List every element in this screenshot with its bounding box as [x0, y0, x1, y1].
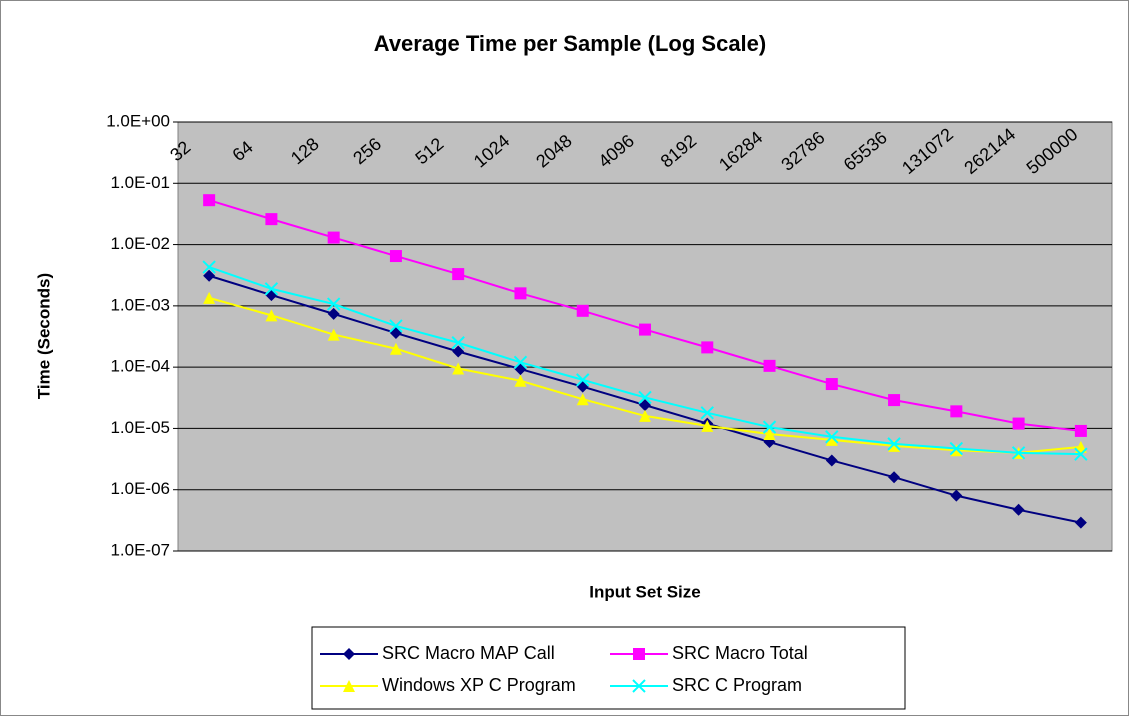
y-tick-label: 1.0E-04 [110, 357, 170, 376]
marker [701, 341, 714, 354]
y-tick-label: 1.0E-02 [110, 234, 170, 253]
marker [343, 680, 355, 692]
marker [1011, 446, 1026, 460]
marker [762, 420, 777, 434]
legend-box [311, 626, 906, 710]
marker [638, 390, 652, 405]
marker [633, 648, 645, 660]
marker [203, 291, 216, 304]
marker [639, 323, 651, 336]
marker [514, 287, 527, 300]
marker [888, 471, 901, 484]
marker [825, 433, 838, 446]
marker [389, 342, 402, 355]
marker [451, 336, 465, 350]
marker [825, 378, 838, 391]
y-tick-label: 1.0E-03 [110, 295, 170, 314]
marker [888, 439, 901, 452]
y-tick-label: 1.0E-06 [110, 479, 170, 498]
marker [327, 307, 340, 320]
marker [452, 268, 465, 281]
marker [389, 319, 403, 333]
marker [763, 359, 776, 372]
marker [265, 213, 278, 226]
y-tick-label: 1.0E-05 [110, 418, 170, 437]
marker [452, 362, 465, 375]
marker [700, 406, 714, 420]
marker [949, 441, 964, 456]
marker [203, 194, 216, 207]
marker [701, 419, 714, 432]
marker [887, 437, 901, 451]
marker [1074, 447, 1088, 461]
marker [513, 355, 528, 369]
marker [389, 250, 402, 263]
marker [950, 489, 963, 502]
marker [1012, 417, 1025, 430]
marker [576, 393, 589, 406]
marker [576, 373, 590, 387]
plot-area [177, 121, 1113, 552]
marker [514, 374, 527, 387]
marker [763, 428, 776, 441]
marker [632, 679, 646, 693]
x-axis-title: Input Set Size [589, 582, 700, 601]
marker [950, 444, 963, 457]
marker [1074, 516, 1087, 529]
y-tick-label: 1.0E-01 [110, 173, 170, 192]
legend-label: SRC Macro Total [672, 643, 808, 663]
marker [825, 430, 839, 444]
marker [203, 269, 216, 282]
marker [327, 231, 340, 244]
marker [639, 399, 651, 412]
marker [202, 260, 216, 274]
marker [950, 405, 963, 418]
marker [888, 394, 901, 407]
marker [1074, 424, 1087, 437]
marker [265, 309, 278, 322]
y-axis-title: Time (Seconds) [34, 273, 53, 399]
y-tick-label: 1.0E+00 [106, 111, 170, 130]
y-tick-label: 1.0E-07 [110, 540, 170, 559]
chart-title: Average Time per Sample (Log Scale) [374, 31, 766, 56]
marker [825, 454, 838, 467]
marker [326, 297, 341, 311]
marker [264, 282, 279, 296]
marker [1012, 503, 1025, 516]
legend-label: Windows XP C Program [382, 675, 576, 695]
legend-label: SRC Macro MAP Call [382, 643, 555, 663]
marker [639, 409, 651, 422]
marker [327, 328, 340, 341]
marker [576, 304, 589, 317]
marker [452, 345, 465, 358]
legend-label: SRC C Program [672, 675, 802, 695]
marker [343, 648, 355, 660]
